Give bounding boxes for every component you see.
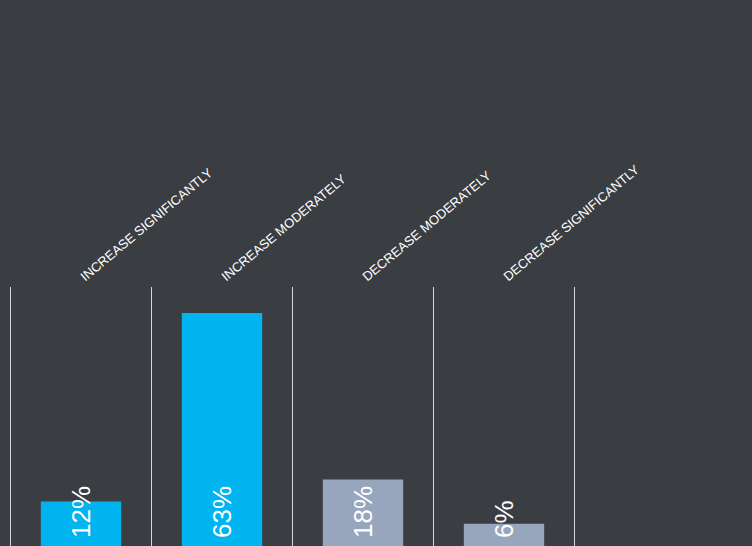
svg-text:INCREASE SIGNIFICANTLY: INCREASE SIGNIFICANTLY <box>77 165 215 284</box>
svg-text:18%: 18% <box>348 486 378 538</box>
svg-text:63%: 63% <box>207 486 237 538</box>
svg-text:12%: 12% <box>66 486 96 538</box>
svg-text:6%: 6% <box>489 500 519 538</box>
svg-text:DECREASE MODERATELY: DECREASE MODERATELY <box>359 168 494 284</box>
svg-text:INCREASE MODERATELY: INCREASE MODERATELY <box>218 171 349 284</box>
svg-text:DECREASE SIGNIFICANTLY: DECREASE SIGNIFICANTLY <box>500 162 642 285</box>
